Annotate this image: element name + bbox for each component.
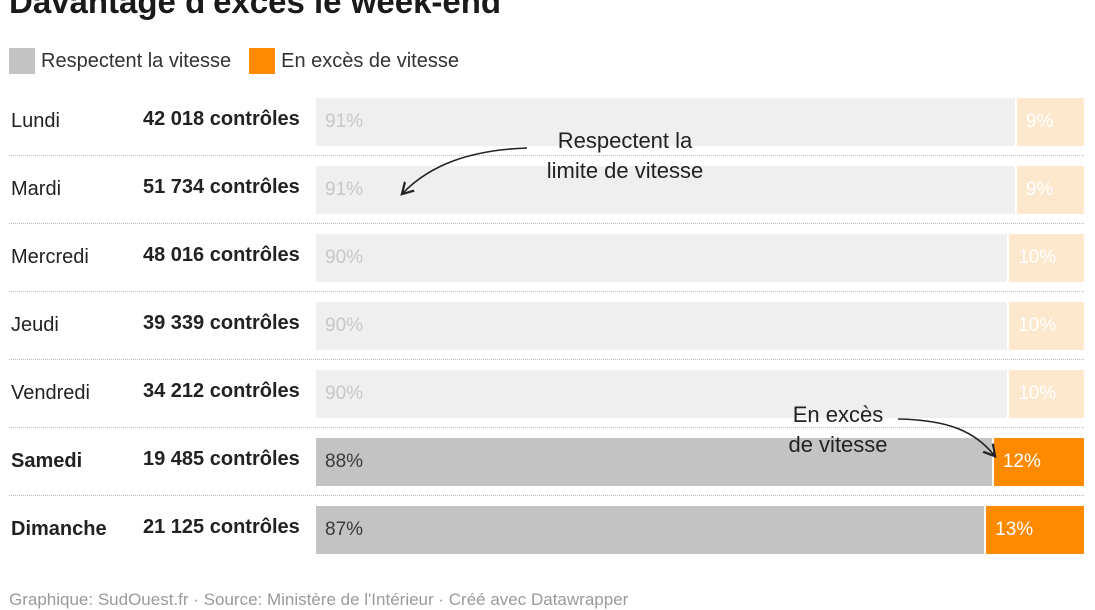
bar-segment-respect: 87% — [316, 506, 985, 554]
annotation-excess-line1: En excès — [792, 402, 884, 427]
stacked-bar: 90% 10% — [316, 234, 1084, 282]
legend-item-respect: Respectent la vitesse — [9, 48, 231, 74]
bar-value-label: 10% — [1018, 247, 1057, 268]
bar-value-label: 91% — [325, 179, 364, 200]
annotation-respect: Respectent la limite de vitesse — [535, 126, 715, 186]
chart-title: Davantage d'excès le week-end — [9, 0, 502, 20]
bar-segment-excess: 13% — [984, 506, 1084, 554]
bar-value-label: 88% — [325, 451, 364, 472]
annotation-respect-line1: Respectent la — [557, 128, 693, 153]
stacked-bar: 88% 12% — [316, 438, 1084, 486]
chart-row: Lundi 42 018 contrôles 91% 9% — [0, 88, 1095, 156]
bar-value-label: 13% — [995, 519, 1034, 540]
row-day-label: Jeudi — [11, 314, 59, 336]
stacked-bar: 87% 13% — [316, 506, 1084, 554]
row-controls-count: 19 485 contrôles — [143, 448, 300, 470]
chart-row: Mardi 51 734 contrôles 91% 9% — [0, 156, 1095, 224]
annotation-excess-line2: de vitesse — [788, 432, 888, 457]
bar-segment-excess: 10% — [1007, 370, 1084, 418]
bar-value-label: 90% — [325, 315, 364, 336]
bar-segment-excess: 12% — [991, 438, 1084, 486]
chart-row: Jeudi 39 339 contrôles 90% 10% — [0, 292, 1095, 360]
legend: Respectent la vitesse En excès de vitess… — [9, 48, 477, 74]
legend-label-respect: Respectent la vitesse — [41, 49, 232, 72]
row-day-label: Vendredi — [11, 382, 90, 404]
row-controls-count: 51 734 contrôles — [143, 176, 300, 198]
row-controls-count: 39 339 contrôles — [143, 312, 300, 334]
bar-segment-excess: 9% — [1014, 166, 1084, 214]
bar-segment-excess: 10% — [1007, 302, 1084, 350]
bar-segment-respect: 91% — [316, 98, 1015, 146]
bar-value-label: 12% — [1002, 451, 1041, 472]
row-day-label: Mardi — [11, 178, 62, 200]
row-controls-count: 34 212 contrôles — [143, 380, 300, 402]
row-divider — [9, 427, 1084, 428]
row-day-label: Mercredi — [11, 246, 89, 268]
row-day-label: Lundi — [11, 110, 60, 132]
bar-value-label: 10% — [1018, 315, 1057, 336]
bar-value-label: 90% — [325, 383, 364, 404]
legend-swatch-excess — [249, 48, 276, 74]
bar-value-label: 9% — [1025, 111, 1054, 132]
row-day-label: Dimanche — [11, 518, 107, 540]
row-controls-count: 21 125 contrôles — [143, 516, 300, 538]
bar-value-label: 10% — [1018, 383, 1057, 404]
bar-segment-respect: 90% — [316, 370, 1008, 418]
row-controls-count: 42 018 contrôles — [143, 108, 300, 130]
bar-segment-excess: 10% — [1007, 234, 1084, 282]
bar-segment-respect: 90% — [316, 234, 1008, 282]
bar-value-label: 90% — [325, 247, 364, 268]
chart-row: Mercredi 48 016 contrôles 90% 10% — [0, 224, 1095, 292]
chart-row: Dimanche 21 125 contrôles 87% 13% — [0, 496, 1095, 564]
chart-row: Samedi 19 485 contrôles 88% 12% — [0, 428, 1095, 496]
row-divider — [9, 291, 1084, 292]
bar-value-label: 9% — [1025, 179, 1054, 200]
footer-credit: Graphique: SudOuest.fr · Source: Ministè… — [9, 590, 629, 609]
annotation-excess: En excès de vitesse — [776, 400, 900, 460]
bar-segment-respect: 90% — [316, 302, 1008, 350]
row-divider — [9, 223, 1084, 224]
row-day-label: Samedi — [11, 450, 83, 472]
legend-swatch-respect — [9, 48, 35, 74]
annotation-respect-line2: limite de vitesse — [546, 158, 704, 183]
stacked-bar: 90% 10% — [316, 370, 1084, 418]
legend-label-excess: En excès de vitesse — [281, 49, 459, 72]
bar-segment-respect: 88% — [316, 438, 992, 486]
row-controls-count: 48 016 contrôles — [143, 244, 300, 266]
chart-row: Vendredi 34 212 contrôles 90% 10% — [0, 360, 1095, 428]
row-divider — [9, 155, 1084, 156]
bar-value-label: 87% — [325, 519, 364, 540]
row-divider — [9, 359, 1084, 360]
bar-segment-excess: 9% — [1014, 98, 1084, 146]
row-divider — [9, 495, 1084, 496]
bar-value-label: 91% — [325, 111, 364, 132]
legend-item-excess: En excès de vitesse — [249, 48, 459, 74]
stacked-bar: 91% 9% — [316, 98, 1084, 146]
stacked-bar: 90% 10% — [316, 302, 1084, 350]
